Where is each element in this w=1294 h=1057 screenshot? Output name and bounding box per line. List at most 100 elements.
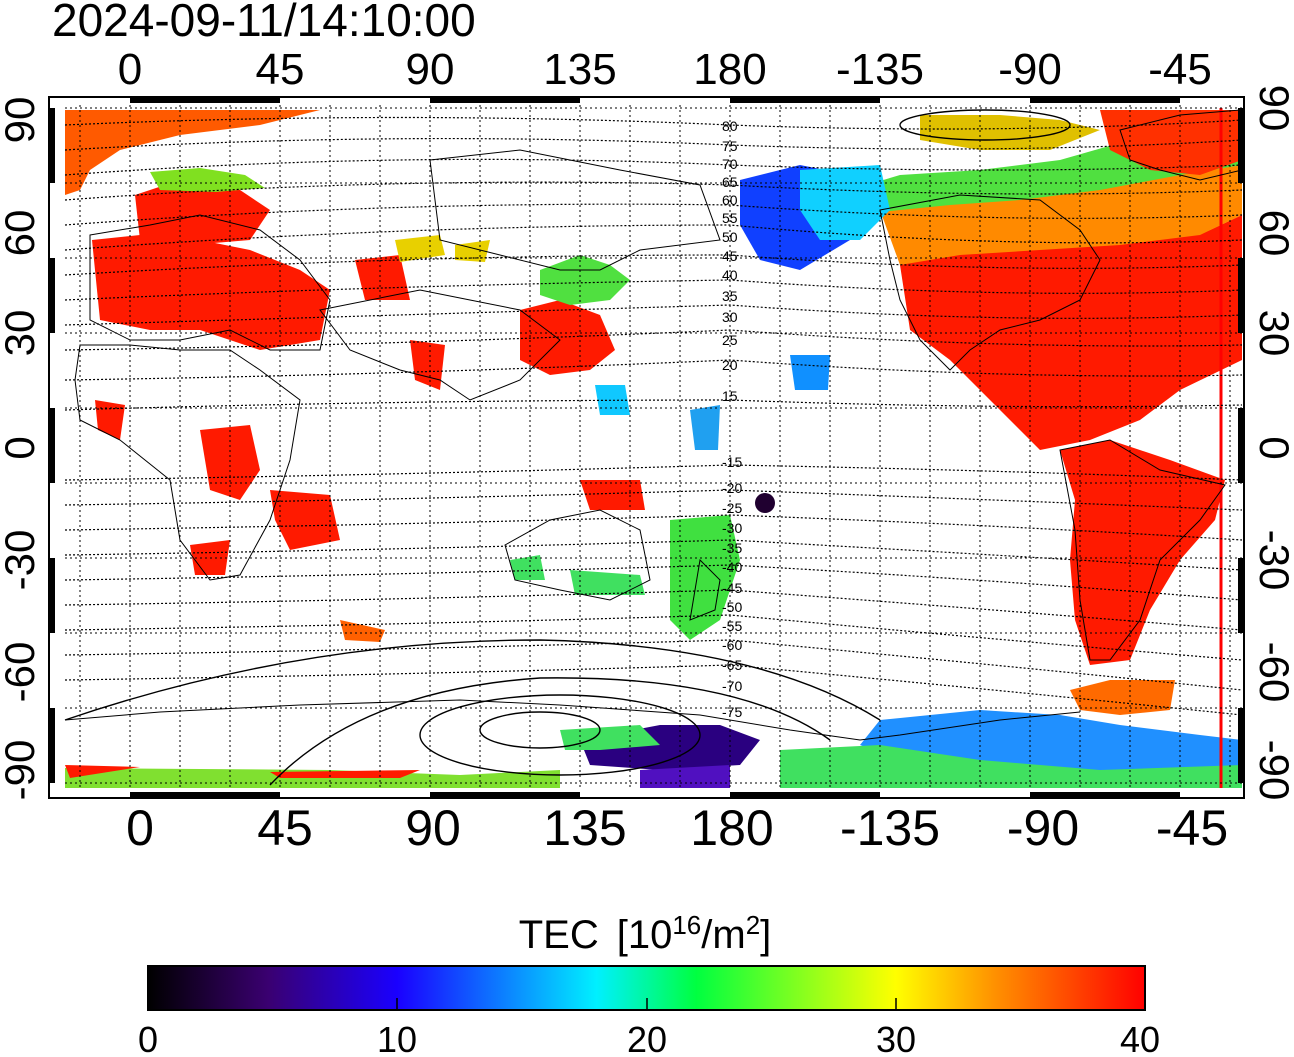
- tec-region-canada-mid: [880, 160, 1242, 265]
- contour-label: 55: [722, 210, 738, 226]
- colorbar-tick-label: 10: [377, 1019, 417, 1057]
- map-panel: 80 75 70 65 60 55 50 45 40 35 30 25 20 1…: [48, 96, 1245, 799]
- contour-label: -50: [722, 599, 742, 615]
- colorbar-ticks: [147, 998, 1146, 1010]
- contour-label: -15: [722, 454, 742, 470]
- bottom-lon-label: 0: [126, 800, 154, 856]
- contour-label: -60: [722, 637, 742, 653]
- right-lat-label: 0: [1251, 436, 1294, 459]
- left-lat-label: -60: [0, 642, 43, 703]
- contour-label: -25: [722, 500, 742, 516]
- contour-label: -65: [722, 657, 742, 673]
- top-lon-label: 135: [543, 45, 616, 94]
- contour-label: 80: [722, 118, 738, 134]
- top-lon-label: 45: [256, 45, 305, 94]
- tec-region-new-guinea: [580, 480, 645, 510]
- contour-label: -45: [722, 580, 742, 596]
- tec-region-australia: [510, 555, 645, 595]
- frame-ticks: [49, 97, 1244, 798]
- colorbar-tick-labels: 0 10 20 30 40: [138, 1019, 1160, 1057]
- contour-label: 70: [722, 156, 738, 172]
- left-lat-label: -30: [0, 530, 43, 591]
- tec-region-antarctica-green-west: [560, 725, 660, 750]
- right-lat-label: 60: [1251, 210, 1294, 257]
- tec-region-south-america: [1060, 440, 1225, 665]
- colorbar-unit-power: 2: [746, 910, 760, 940]
- contour-label: -75: [722, 704, 742, 720]
- contour-label: 60: [722, 192, 738, 208]
- tec-region-pacific-blue: [690, 405, 720, 450]
- contour-label: 35: [722, 288, 738, 304]
- coastlines: [64, 109, 1243, 741]
- colorbar-unit-close: ]: [760, 913, 771, 957]
- right-lat-label: 30: [1251, 310, 1294, 357]
- contour-label: -30: [722, 520, 742, 536]
- contour-label: 45: [722, 248, 738, 264]
- tec-region-fiji-dark: [755, 493, 775, 513]
- top-longitude-axis: 0 45 90 135 180 -135 -90 -45: [118, 45, 1212, 94]
- contour-label: 75: [722, 138, 738, 154]
- tec-region-siberia: [395, 235, 490, 262]
- contour-label: -40: [722, 559, 742, 575]
- colorbar-unit-open: [10: [617, 913, 673, 957]
- top-lon-label: 180: [693, 45, 766, 94]
- colorbar-tick-label: 20: [627, 1019, 667, 1057]
- left-lat-label: 0: [0, 436, 43, 459]
- bottom-lon-label: -135: [840, 800, 940, 856]
- colorbar-title-text: TEC: [519, 913, 599, 957]
- bottom-lon-label: 90: [405, 800, 461, 856]
- tec-region-arctic-canada: [920, 115, 1100, 150]
- contour-label: -55: [722, 618, 742, 634]
- tec-region-indian-ocean: [340, 620, 385, 642]
- contour-label: -20: [722, 480, 742, 496]
- left-latitude-axis: 90 60 30 0 -30 -60 -90: [0, 97, 43, 801]
- tec-region-antarctic-peninsula: [1070, 680, 1175, 715]
- contour-label: -70: [722, 678, 742, 694]
- tec-region-new-zealand: [670, 515, 740, 640]
- left-lat-label: 90: [0, 97, 43, 144]
- contour-label: 15: [722, 388, 738, 404]
- contour-label: 50: [722, 229, 738, 245]
- contour-label: 25: [722, 332, 738, 348]
- bottom-longitude-axis: 0 45 90 135 180 -135 -90 -45: [126, 800, 1228, 856]
- contour-labels: 80 75 70 65 60 55 50 45 40 35 30 25 20 1…: [722, 118, 742, 720]
- right-lat-label: 90: [1251, 85, 1294, 132]
- contour-label: 30: [722, 309, 738, 325]
- tec-region-central-asia: [355, 255, 445, 390]
- right-lat-label: -60: [1251, 642, 1294, 703]
- tec-region-antarctica-purple: [640, 765, 730, 788]
- colorbar: 0 10 20 30 40: [138, 965, 1160, 1057]
- bottom-lon-label: 180: [690, 800, 773, 856]
- tec-region-europe: [92, 235, 330, 350]
- colorbar-tick-label: 0: [138, 1019, 158, 1057]
- contour-label: -35: [722, 540, 742, 556]
- right-latitude-axis: 90 60 30 0 -30 -60 -90: [1251, 85, 1294, 801]
- contour-label: 40: [722, 267, 738, 283]
- colorbar-unit-exponent: 16: [672, 910, 701, 940]
- left-lat-label: 30: [0, 310, 43, 357]
- left-lat-label: 60: [0, 210, 43, 257]
- contour-label: 20: [722, 357, 738, 373]
- tec-region-antarctica-green: [780, 745, 1242, 788]
- tec-region-scandinavia: [135, 180, 270, 245]
- tec-region-se-asia: [595, 385, 630, 415]
- tec-region-hawaii: [790, 355, 830, 390]
- tec-region-arctic-europe: [65, 110, 320, 195]
- right-lat-label: -90: [1251, 740, 1294, 801]
- tec-region-alaska-cyan: [800, 165, 890, 240]
- colorbar-unit-mid: /m: [701, 913, 745, 957]
- contour-label: 65: [722, 174, 738, 190]
- bottom-lon-label: 45: [257, 800, 313, 856]
- colorbar-tick-label: 40: [1120, 1019, 1160, 1057]
- left-lat-label: -90: [0, 740, 43, 801]
- timestamp-title: 2024-09-11/14:10:00: [52, 0, 476, 46]
- tec-region-japan: [540, 255, 630, 305]
- tec-region-arctic-europe-green: [150, 168, 265, 192]
- bottom-lon-label: 135: [543, 800, 626, 856]
- right-lat-label: -30: [1251, 530, 1294, 591]
- magnetic-contours: [64, 116, 1243, 716]
- top-lon-label: 0: [118, 45, 142, 94]
- colorbar-tick-label: 30: [876, 1019, 916, 1057]
- bottom-lon-label: -90: [1007, 800, 1079, 856]
